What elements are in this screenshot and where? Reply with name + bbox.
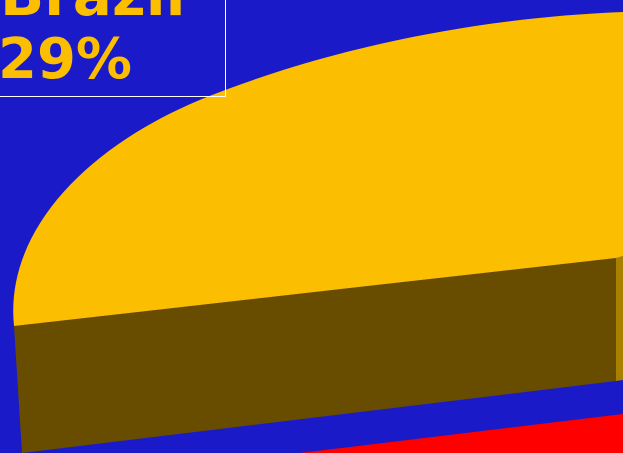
pie-slice-red — [300, 414, 623, 453]
slice-label-percent: 29% — [0, 27, 133, 92]
slice-label-box — [0, 0, 226, 97]
pie-slice-gold-top — [13, 12, 623, 326]
slice-label-name: Brazil — [0, 0, 185, 24]
pie-slice-gold-side — [14, 258, 616, 453]
pie-slice-gold-edge — [616, 256, 623, 381]
